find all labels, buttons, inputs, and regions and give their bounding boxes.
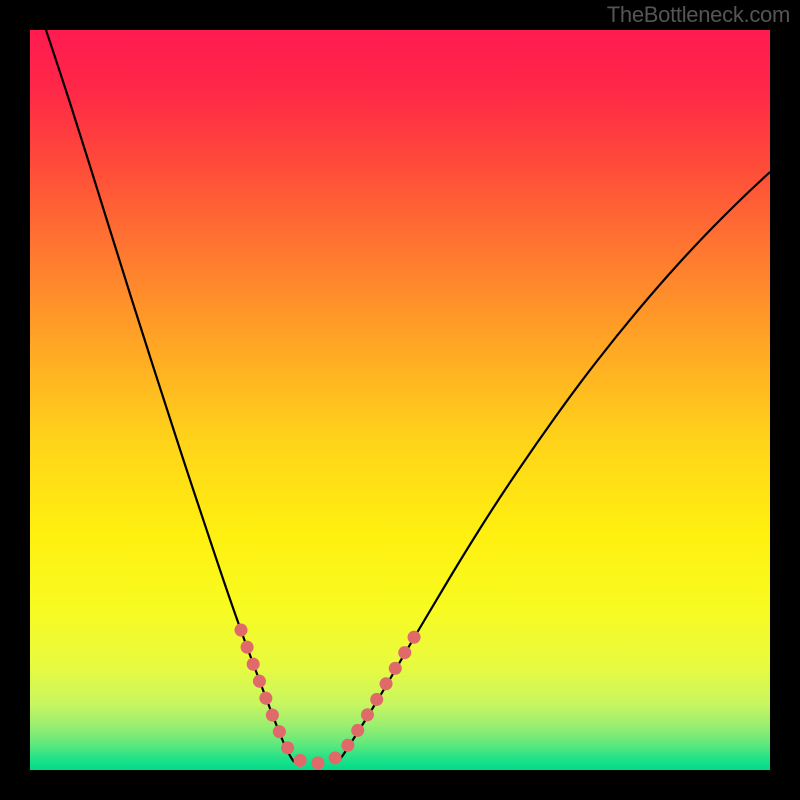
chart-container: { "watermark": { "text": "TheBottleneck.… [0, 0, 800, 800]
chart-svg [0, 0, 800, 800]
plot-background [30, 30, 770, 770]
watermark-text: TheBottleneck.com [607, 2, 790, 28]
